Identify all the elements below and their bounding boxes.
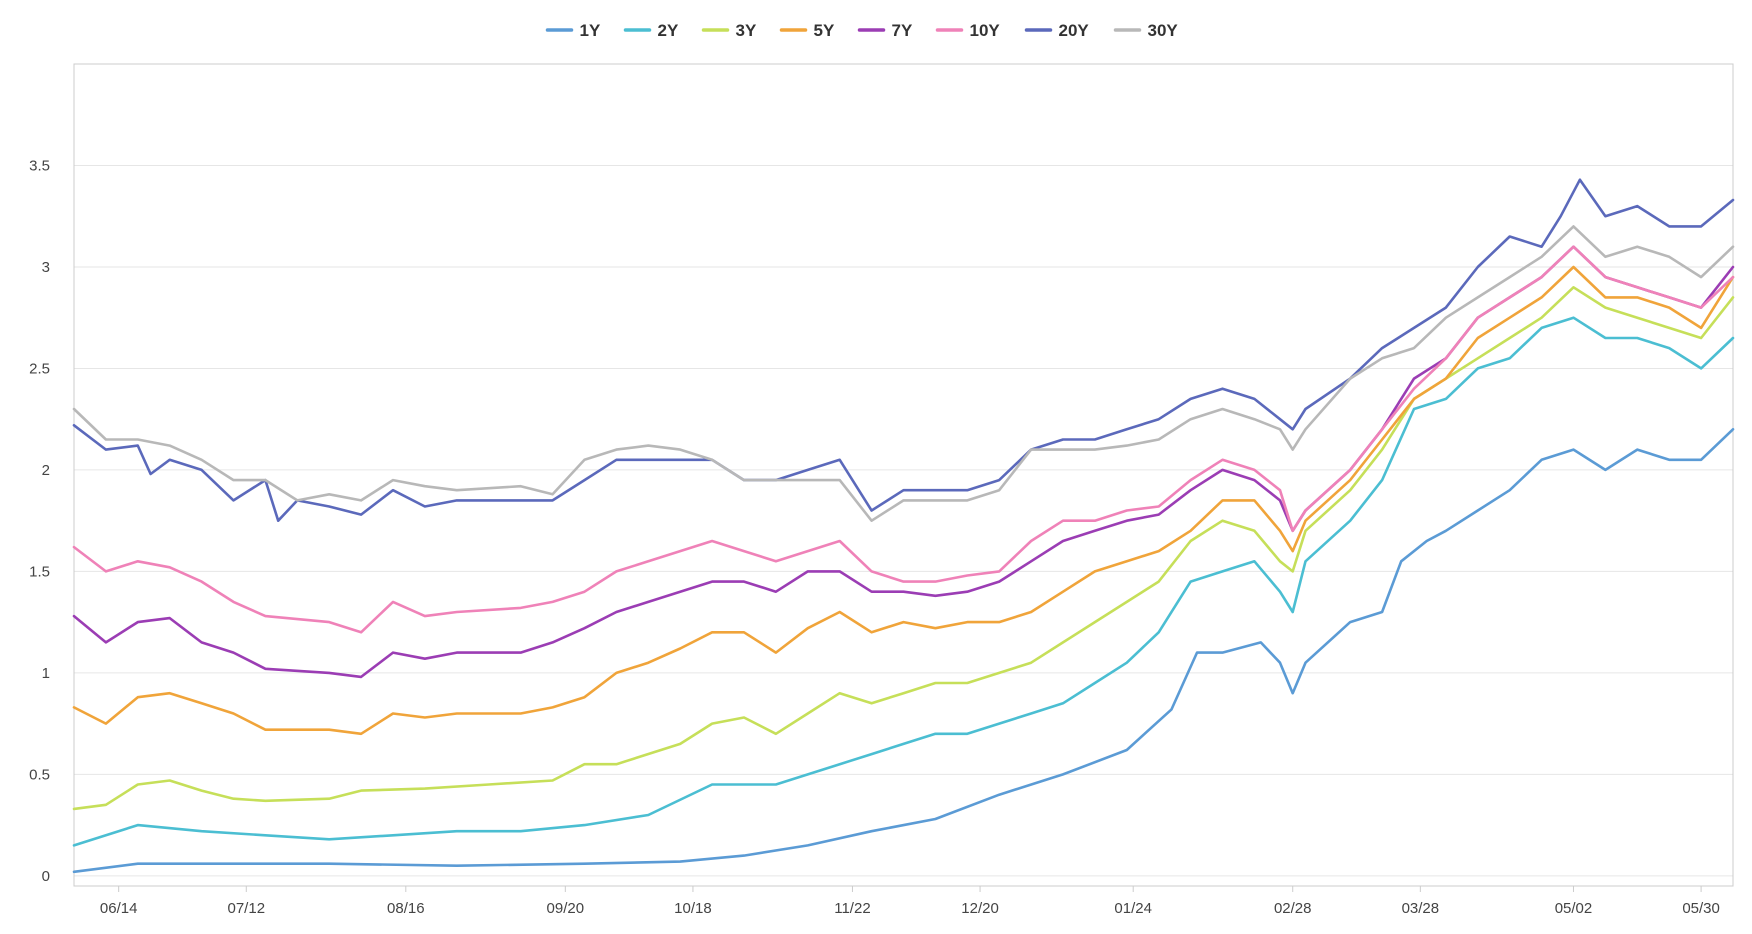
x-tick-label: 09/20	[547, 900, 585, 917]
series-line-10y[interactable]	[72, 245, 1735, 634]
x-tick-label: 05/30	[1682, 900, 1720, 917]
series-line-1y[interactable]	[72, 428, 1735, 874]
series-line-7y[interactable]	[72, 245, 1735, 679]
y-tick-label: 3	[42, 259, 50, 276]
legend-item-7y[interactable]: 7Y	[857, 21, 913, 40]
legend-label: 10Y	[970, 21, 1001, 40]
y-tick-label: 2.5	[29, 360, 50, 377]
legend-label: 1Y	[580, 21, 601, 40]
x-axis: 06/14 07/12 08/16 09/20 10/18 11/22 12/20 01/24…	[100, 886, 1720, 917]
series-line-3y[interactable]	[72, 286, 1735, 811]
chart-series	[72, 178, 1735, 874]
chart-legend[interactable]: 1Y 2Y 3Y 5Y 7Y 10Y 20Y 30Y	[545, 21, 1179, 40]
series-line-30y[interactable]	[72, 225, 1735, 522]
x-tick-label: 06/14	[100, 900, 138, 917]
y-tick-label: 2	[42, 462, 50, 479]
legend-label: 2Y	[658, 21, 679, 40]
series-line-2y[interactable]	[72, 316, 1735, 847]
x-tick-label: 10/18	[674, 900, 712, 917]
legend-item-1y[interactable]: 1Y	[545, 21, 601, 40]
y-tick-label: 1.5	[29, 563, 50, 580]
x-tick-label: 03/28	[1402, 900, 1440, 917]
y-tick-label: 0	[42, 868, 50, 885]
y-tick-label: 0.5	[29, 766, 50, 783]
legend-item-2y[interactable]: 2Y	[623, 21, 679, 40]
legend-item-5y[interactable]: 5Y	[779, 21, 835, 40]
y-axis: 0 0.5 1 1.5 2 2.5 3 3.5	[29, 157, 50, 884]
plot-area-frame	[73, 63, 1734, 887]
x-tick-label: 05/02	[1555, 900, 1593, 917]
y-tick-label: 1	[42, 665, 50, 682]
x-tick-label: 01/24	[1114, 900, 1152, 917]
chart-gridlines	[74, 164, 1733, 877]
series-line-5y[interactable]	[72, 265, 1735, 736]
legend-label: 3Y	[736, 21, 757, 40]
x-tick-label: 11/22	[834, 900, 870, 917]
legend-label: 20Y	[1059, 21, 1090, 40]
x-tick-label: 02/28	[1274, 900, 1312, 917]
series-line-20y[interactable]	[72, 178, 1735, 522]
x-tick-label: 08/16	[387, 900, 425, 917]
legend-label: 30Y	[1148, 21, 1179, 40]
legend-item-20y[interactable]: 20Y	[1024, 21, 1090, 40]
legend-item-30y[interactable]: 30Y	[1113, 21, 1179, 40]
y-tick-label: 3.5	[29, 157, 50, 174]
legend-item-3y[interactable]: 3Y	[701, 21, 757, 40]
x-tick-label: 12/20	[961, 900, 999, 917]
legend-label: 5Y	[814, 21, 835, 40]
x-tick-label: 07/12	[228, 900, 266, 917]
legend-item-10y[interactable]: 10Y	[935, 21, 1001, 40]
legend-label: 7Y	[892, 21, 913, 40]
